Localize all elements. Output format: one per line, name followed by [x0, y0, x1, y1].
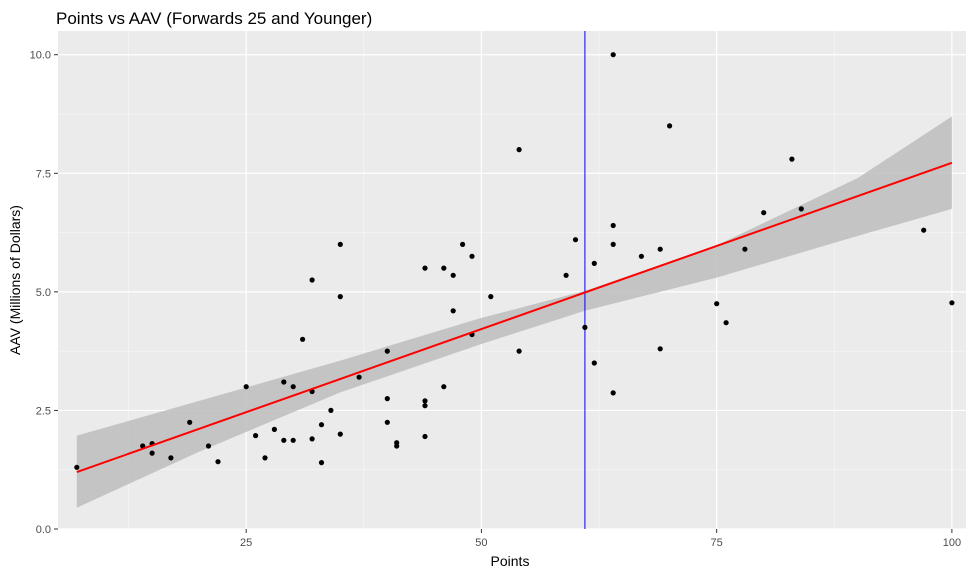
data-point — [309, 277, 315, 283]
data-point — [328, 407, 334, 413]
data-point — [422, 403, 428, 409]
data-point — [262, 455, 268, 461]
data-point — [441, 384, 447, 390]
data-point — [384, 419, 390, 425]
data-point — [441, 265, 447, 271]
y-tick-label: 5.0 — [36, 287, 51, 299]
data-point — [384, 348, 390, 354]
data-point — [300, 336, 306, 342]
data-point — [337, 241, 343, 247]
data-point — [949, 300, 955, 306]
data-point — [591, 260, 597, 266]
scatter-points — [74, 52, 955, 470]
data-point — [488, 294, 494, 300]
plot-panel — [58, 31, 966, 529]
data-point — [215, 459, 221, 465]
data-point — [318, 422, 325, 428]
data-point — [422, 265, 428, 271]
data-point — [667, 123, 673, 129]
chart-title: Points vs AAV (Forwards 25 and Younger) — [56, 9, 372, 28]
data-point — [309, 436, 315, 442]
data-point — [281, 379, 287, 385]
data-point — [798, 206, 804, 212]
data-point — [469, 253, 475, 259]
data-point — [610, 222, 616, 229]
data-point — [610, 241, 616, 247]
data-point — [610, 390, 616, 396]
y-tick-label: 0.0 — [36, 524, 51, 536]
data-point — [450, 308, 456, 314]
data-point — [657, 246, 663, 252]
data-point — [243, 384, 249, 390]
data-point — [253, 433, 259, 439]
data-point — [516, 147, 522, 153]
data-point — [337, 294, 343, 300]
data-point — [591, 360, 597, 366]
data-point — [271, 426, 277, 432]
minor-gridlines — [58, 31, 966, 529]
data-point — [638, 253, 645, 259]
data-point — [761, 210, 767, 216]
data-point — [572, 237, 579, 243]
data-point — [516, 348, 522, 354]
data-point — [168, 455, 174, 461]
data-point — [149, 450, 155, 456]
x-tick-label: 50 — [475, 537, 487, 549]
data-point — [657, 346, 663, 352]
x-axis-title: Points — [491, 553, 530, 569]
data-point — [610, 52, 616, 58]
data-point — [356, 374, 362, 380]
data-point — [281, 437, 287, 443]
data-point — [74, 464, 80, 470]
x-tick-label: 100 — [943, 537, 961, 549]
x-tick-label: 75 — [711, 537, 723, 549]
x-axis-ticks: 25 50 75 100 — [240, 529, 961, 549]
data-point — [714, 301, 720, 307]
y-tick-label: 7.5 — [36, 168, 51, 180]
y-tick-label: 10.0 — [30, 50, 51, 62]
data-point — [582, 324, 588, 330]
data-point — [394, 443, 400, 449]
x-tick-label: 25 — [240, 537, 252, 549]
data-point — [742, 246, 748, 252]
data-point — [318, 460, 325, 466]
data-point — [789, 156, 795, 162]
y-axis-ticks: 0.0 2.5 5.0 7.5 10.0 — [30, 50, 58, 536]
data-point — [422, 398, 428, 404]
data-point — [290, 384, 296, 390]
data-point — [723, 320, 729, 326]
y-tick-label: 2.5 — [36, 405, 51, 417]
data-point — [450, 272, 456, 278]
y-axis-title: AAV (Millions of Dollars) — [7, 205, 23, 355]
data-point — [205, 443, 212, 449]
regression-line — [76, 161, 953, 474]
data-point — [290, 437, 296, 443]
data-point — [460, 241, 466, 247]
data-point — [563, 272, 569, 278]
data-point — [422, 433, 428, 440]
data-point — [921, 227, 927, 233]
data-point — [187, 419, 193, 425]
data-point — [384, 396, 390, 402]
data-point — [337, 431, 343, 437]
confidence-band — [76, 116, 952, 508]
